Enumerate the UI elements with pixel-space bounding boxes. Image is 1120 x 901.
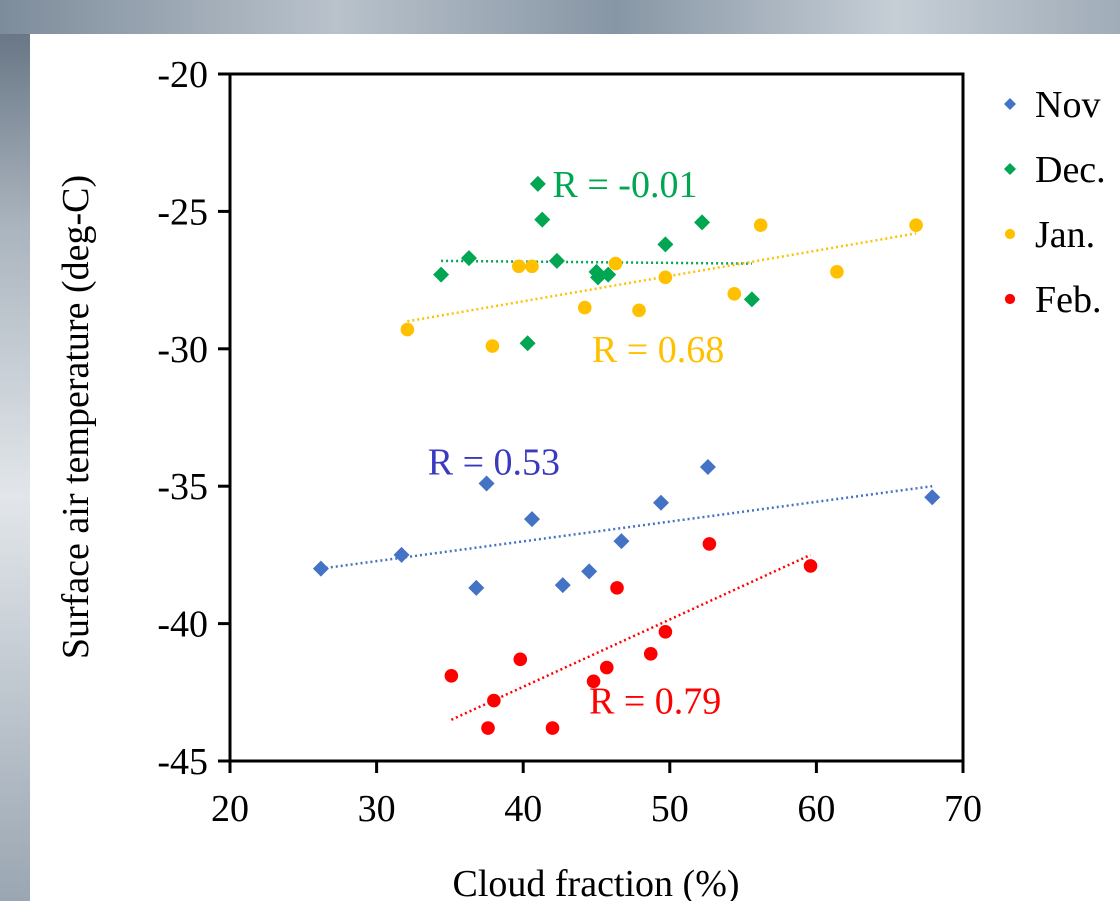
legend-label: Dec. [1035, 149, 1106, 191]
data-point-dec [460, 250, 477, 267]
plot-border [228, 72, 965, 763]
data-point-dec [534, 211, 551, 228]
data-point-dec [694, 214, 711, 231]
chart-panel: 20 30 40 50 60 70 -20 -25 -30 -35 -40 -45 R = 0.53 R… [30, 34, 1120, 901]
trendlines [320, 232, 933, 721]
data-point-jan [909, 218, 923, 232]
legend-label: Feb. [1035, 279, 1102, 321]
trendline-feb [450, 553, 812, 721]
x-tick-label: 50 [651, 788, 689, 830]
y-tick-label: -25 [157, 191, 208, 233]
trendline-nov [320, 484, 933, 570]
data-point-feb [586, 674, 601, 689]
data-point-jan [753, 218, 768, 232]
data-point-nov [393, 546, 410, 563]
x-tick-label: 30 [358, 788, 396, 830]
axis-ticks: 20 30 40 50 60 70 -20 -25 -30 -35 -40 -45 [157, 54, 982, 830]
scatter-chart: 20 30 40 50 60 70-20-25-30-35-40-45 R = 0.53R… [55, 54, 1106, 901]
x-tick-label: 70 [944, 788, 982, 830]
y-tick-label: -30 [157, 329, 208, 371]
data-point-dec [600, 266, 617, 283]
data-point-nov [478, 475, 495, 492]
data-point-feb [803, 559, 818, 573]
plot-frame [228, 72, 965, 763]
data-point-feb [702, 537, 717, 551]
data-point-feb [487, 693, 501, 708]
data-point-nov [554, 577, 571, 594]
data-point-feb [481, 721, 495, 735]
legend-label: Nov [1035, 84, 1100, 126]
x-tick-label: 20 [211, 788, 249, 830]
data-point-jan [577, 300, 592, 315]
data-point-jan [608, 256, 623, 271]
r-label-jan: R = 0.68 [592, 329, 724, 371]
data-point-nov [523, 511, 540, 528]
trendline-dec [441, 259, 752, 265]
background-left-strip [0, 0, 30, 901]
data-point-jan [830, 265, 844, 279]
data-point-feb [643, 647, 658, 661]
legend: Nov Dec. Jan. Feb. [1004, 84, 1106, 321]
x-tick-label: 60 [797, 788, 835, 830]
data-point-dec [548, 252, 565, 269]
y-tick-label: -20 [157, 54, 208, 96]
trendline-jan [407, 232, 917, 323]
data-point-dec [743, 291, 760, 308]
data-point-feb [599, 660, 614, 675]
data-points [312, 175, 941, 735]
data-point-nov [312, 560, 329, 577]
data-point-jan [485, 339, 500, 353]
data-point-nov [468, 579, 485, 596]
data-point-dec [657, 236, 674, 253]
data-point-feb [658, 625, 673, 639]
data-point-feb [444, 669, 459, 683]
data-point-jan [512, 259, 526, 274]
data-point-jan [525, 259, 539, 274]
y-tick-label: -40 [157, 604, 208, 646]
data-point-feb [513, 652, 528, 667]
background-top-strip [0, 0, 1120, 34]
legend-marker [1004, 163, 1016, 175]
data-point-jan [658, 270, 673, 285]
data-point-feb [610, 581, 624, 595]
r-label-nov: R = 0.53 [428, 441, 560, 483]
legend-marker [1004, 228, 1016, 240]
data-point-nov [699, 458, 716, 475]
legend-marker [1004, 98, 1016, 110]
data-point-jan [727, 287, 742, 301]
correlation-labels: R = 0.53 R = -0.01 R = 0.68 R = 0.79 [428, 164, 724, 723]
data-point-jan [400, 322, 415, 337]
y-tick-label: -35 [157, 466, 208, 508]
data-point-nov [924, 489, 941, 506]
data-point-feb [545, 721, 560, 735]
y-axis-title: Surface air temperature (deg-C) [55, 175, 97, 659]
data-point-dec [589, 269, 606, 286]
data-point-nov [613, 533, 630, 550]
r-label-dec: R = -0.01 [553, 164, 698, 206]
y-tick-label: -45 [157, 741, 208, 783]
legend-marker [1004, 293, 1016, 305]
data-point-jan [632, 303, 646, 318]
x-tick-label: 40 [504, 788, 542, 830]
data-point-dec [519, 335, 536, 352]
legend-label: Jan. [1035, 214, 1095, 256]
data-point-nov [581, 563, 598, 580]
x-axis-title: Cloud fraction (%) [452, 863, 739, 901]
data-point-dec [529, 175, 546, 192]
r-label-feb: R = 0.79 [589, 681, 721, 723]
data-point-nov [653, 494, 670, 511]
data-point-dec [433, 266, 450, 283]
